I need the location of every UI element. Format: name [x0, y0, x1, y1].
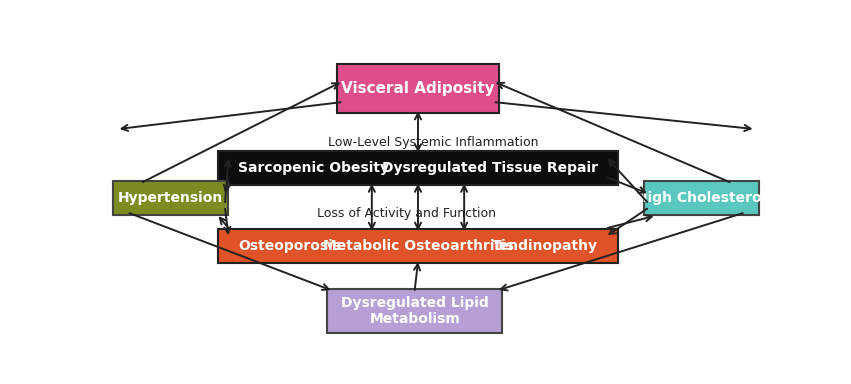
FancyBboxPatch shape [219, 229, 618, 263]
Text: Low-Level Systemic Inflammation: Low-Level Systemic Inflammation [328, 136, 538, 149]
Text: Sarcopenic Obesity: Sarcopenic Obesity [238, 161, 389, 175]
FancyBboxPatch shape [219, 151, 618, 185]
FancyBboxPatch shape [113, 180, 228, 215]
Text: Hypertension: Hypertension [118, 190, 223, 205]
Text: Dysregulated Lipid
Metabolism: Dysregulated Lipid Metabolism [341, 296, 488, 326]
FancyBboxPatch shape [644, 180, 759, 215]
Text: Visceral Adiposity: Visceral Adiposity [341, 81, 494, 96]
Text: High Cholesterol: High Cholesterol [637, 190, 767, 205]
Text: Metabolic Osteoarthritis: Metabolic Osteoarthritis [323, 239, 513, 253]
Text: Loss of Activity and Function: Loss of Activity and Function [317, 207, 496, 220]
FancyBboxPatch shape [328, 288, 502, 333]
Text: Tendinopathy: Tendinopathy [492, 239, 597, 253]
Text: Dysregulated Tissue Repair: Dysregulated Tissue Repair [382, 161, 597, 175]
FancyBboxPatch shape [337, 64, 499, 113]
Text: Osteoporosis: Osteoporosis [238, 239, 341, 253]
